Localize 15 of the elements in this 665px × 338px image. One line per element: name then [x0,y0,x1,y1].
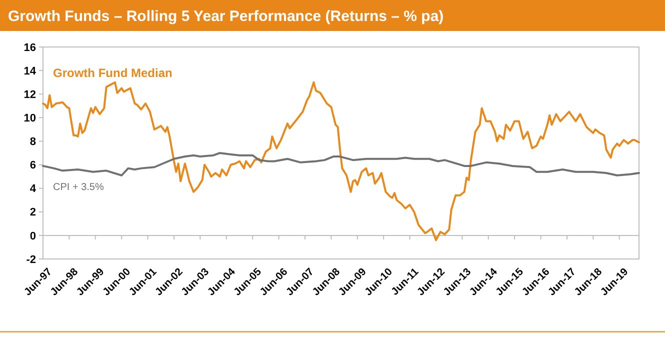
y-tick-label: 12 [24,88,36,101]
y-tick-label: 2 [30,206,36,219]
y-tick-label: 14 [24,65,37,78]
y-tick-label: 0 [30,230,36,242]
y-tick-label: 10 [24,112,36,125]
y-tick-label: 16 [24,42,36,54]
y-tick-label: 6 [30,160,36,172]
series-label: Growth Fund Median [53,66,172,80]
series-label: CPI + 3.5% [53,182,104,193]
line-series [42,81,640,242]
y-tick-label: 4 [30,183,37,196]
y-tick-label: -2 [26,254,36,266]
line-series [42,152,640,176]
y-tick-label: 8 [30,136,36,148]
chart-title: Growth Funds – Rolling 5 Year Performance (Returns – % pa) [8,8,444,25]
